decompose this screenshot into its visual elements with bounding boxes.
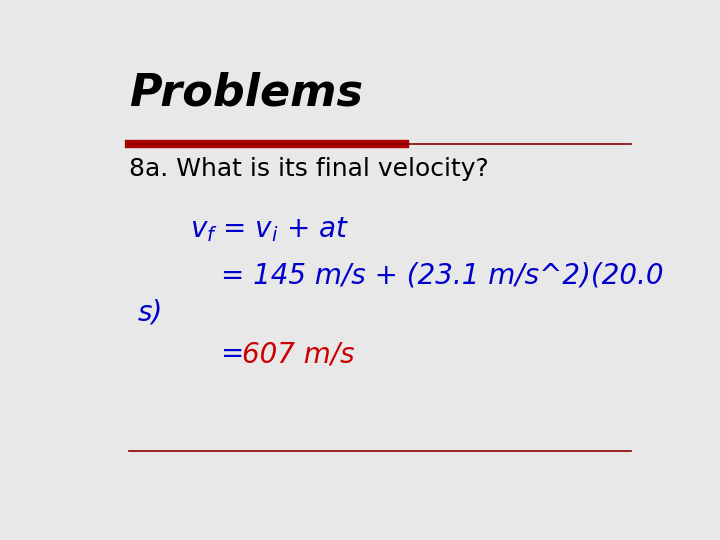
Text: =: = xyxy=(221,340,253,368)
Text: Problems: Problems xyxy=(129,72,363,114)
Text: 607 m/s: 607 m/s xyxy=(242,340,354,368)
Text: = 145 m/s + (23.1 m/s^2)(20.0: = 145 m/s + (23.1 m/s^2)(20.0 xyxy=(221,261,664,289)
Text: $\mathit{v_f}$ = $\mathit{v_i}$ + $\mathit{at}$: $\mathit{v_f}$ = $\mathit{v_i}$ + $\math… xyxy=(190,215,350,244)
Text: 8a. What is its final velocity?: 8a. What is its final velocity? xyxy=(129,157,489,181)
Text: s): s) xyxy=(138,299,163,327)
